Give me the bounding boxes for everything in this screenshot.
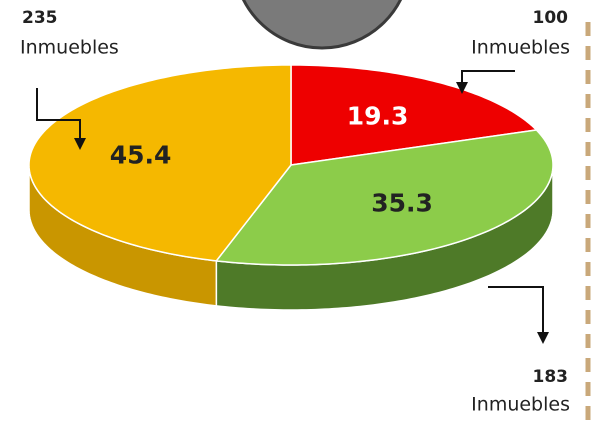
count-unit: Inmuebles: [20, 37, 119, 59]
count-unit: Inmuebles: [471, 394, 570, 416]
count-label: 183: [533, 367, 569, 387]
pie: 19.3 35.3 45.4: [28, 64, 554, 311]
count-label: 100: [533, 8, 569, 28]
value-label: 19.3: [347, 101, 409, 130]
value-label: 45.4: [110, 141, 172, 170]
slice: [214, 129, 554, 266]
arrow: [488, 286, 549, 344]
slice: [290, 64, 538, 166]
arrow: [36, 88, 86, 150]
value-label: 35.3: [371, 189, 433, 218]
slice: [28, 64, 292, 262]
count-label: 235: [22, 8, 58, 28]
arrow: [456, 70, 515, 94]
decor-circle: [241, 0, 403, 50]
count-unit: Inmuebles: [471, 37, 570, 59]
